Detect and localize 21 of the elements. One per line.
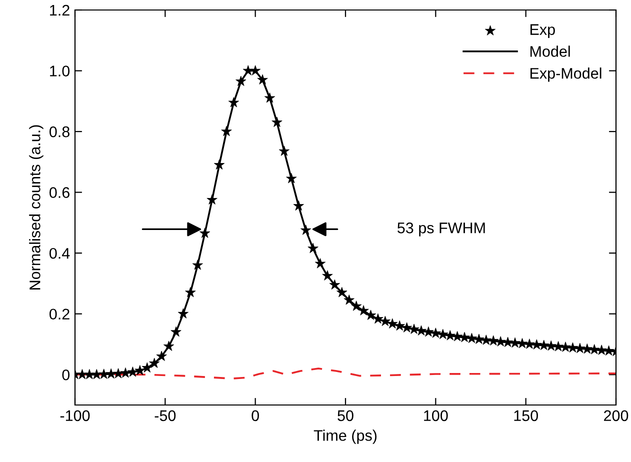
y-tick-label: 0.6: [50, 187, 70, 198]
x-tick-label: 50: [338, 410, 354, 422]
y-tick-label: 0.2: [50, 308, 70, 320]
x-tick-label: -100: [60, 410, 90, 422]
y-tick-label: 1.2: [50, 4, 70, 16]
y-axis-title: Normalised counts (a.u.): [29, 125, 44, 290]
x-tick-label: -50: [154, 410, 176, 422]
y-tick-label: 1.0: [50, 66, 70, 76]
x-tick-label: 150: [514, 410, 538, 422]
x-tick-label: 0: [252, 410, 259, 422]
legend-label: Exp: [530, 24, 555, 38]
y-tick-label: 0.4: [50, 248, 70, 259]
annotation: 53 ps FWHM: [398, 222, 485, 236]
y-tick-label: 0.8: [50, 126, 70, 138]
legend-label: Model: [530, 46, 570, 57]
x-tick-label: 200: [604, 410, 628, 422]
y-tick-label: 0: [62, 369, 70, 380]
x-tick-label: 100: [424, 410, 448, 422]
x-axis-title: Time (ps): [314, 430, 377, 444]
legend-label: Exp-Model: [530, 68, 602, 82]
line-series: [75, 368, 616, 380]
